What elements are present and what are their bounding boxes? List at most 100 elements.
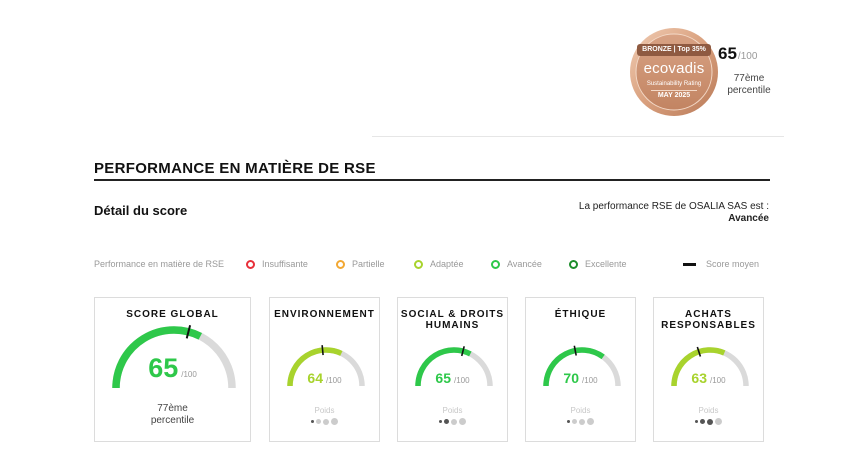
average-score-marker <box>460 346 465 357</box>
weight-indicator <box>526 418 635 425</box>
weight-label: Poids <box>314 406 335 415</box>
global-score-gauge <box>112 325 236 389</box>
legend-item-label: Excellente <box>585 259 627 269</box>
weight-dot <box>579 418 585 425</box>
gauge-value-arc <box>543 347 605 387</box>
performance-summary: La performance RSE de OSALIA SAS est : A… <box>579 201 769 225</box>
percentile-rank: 77ème <box>733 73 765 84</box>
legend-item-label: Partielle <box>352 259 385 269</box>
legend-dot-icon <box>246 259 255 269</box>
card-score: 63/100 <box>654 370 763 388</box>
card-ethique: ÉTHIQUE 70/100 Poids <box>525 297 636 442</box>
legend-item-label: Score moyen <box>706 259 760 269</box>
weight-dot <box>331 418 338 425</box>
medal-brand: ecovadis <box>643 60 705 77</box>
performance-level: Avancée <box>728 213 769 224</box>
percentile-word: percentile <box>150 415 195 426</box>
weight-dot <box>444 419 449 424</box>
achats-gauge <box>671 346 749 387</box>
legend-dot-icon <box>569 259 578 269</box>
overall-rating: 65/100 77ème percentile <box>718 44 780 97</box>
legend-item-partielle: Partielle <box>336 259 385 269</box>
legend-item-adaptee: Adaptée <box>414 259 464 269</box>
legend-item-label: Adaptée <box>430 259 464 269</box>
weight-dot <box>323 418 329 425</box>
average-dash-icon <box>683 262 696 266</box>
score-value: 63 <box>691 370 707 386</box>
weight-dot <box>567 420 570 423</box>
legend-label: Performance en matière de RSE <box>94 259 225 269</box>
performance-text: La performance RSE de OSALIA SAS est : <box>578 201 769 212</box>
average-score-marker <box>696 346 702 357</box>
score-value: 65 <box>435 370 451 386</box>
medal-subtitle: Sustainability Rating <box>646 81 702 87</box>
weight-dot <box>439 420 442 423</box>
average-score-marker <box>185 325 192 339</box>
card-achats-responsables: ACHATS RESPONSABLES 63/100 Poids <box>653 297 764 442</box>
card-title: SCORE GLOBAL <box>126 309 219 320</box>
rating-score: 65 <box>718 44 737 63</box>
score-max: /100 <box>454 376 470 385</box>
card-social-droits-humains: SOCIAL & DROITS HUMAINS 65/100 Poids <box>397 297 508 442</box>
card-score-global: SCORE GLOBAL 65/100 77ème percentile <box>94 297 251 442</box>
weight-indicator <box>398 418 507 425</box>
legend-dot-icon <box>336 259 345 269</box>
card-percentile: 77ème percentile <box>95 403 250 427</box>
score-max: /100 <box>582 376 598 385</box>
rating-max: /100 <box>737 51 758 62</box>
legend-item-insuffisante: Insuffisante <box>246 259 308 269</box>
weight-indicator <box>270 418 379 425</box>
environnement-gauge <box>287 345 365 387</box>
legend-item-label: Avancée <box>507 259 542 269</box>
medal-date: MAY 2025 <box>651 90 697 100</box>
weight-dot <box>311 420 314 423</box>
score-max: /100 <box>326 376 342 385</box>
section-title: PERFORMANCE EN MATIÈRE DE RSE <box>94 160 376 177</box>
top-divider <box>372 136 784 137</box>
weight-label: Poids <box>570 406 591 415</box>
weight-indicator <box>654 418 763 425</box>
legend-item-label: Insuffisante <box>262 259 308 269</box>
detail-title: Détail du score <box>94 203 188 218</box>
average-score-marker <box>321 345 324 356</box>
weight-dot <box>587 418 594 425</box>
weight-dot <box>700 419 705 424</box>
section-divider <box>94 179 770 181</box>
score-value: 65 <box>148 353 179 383</box>
ecovadis-bronze-medal: BRONZE | Top 35% ecovadis Sustainability… <box>629 27 719 117</box>
score-max: /100 <box>181 370 197 379</box>
legend-item-average: Score moyen <box>683 259 759 269</box>
score-value: 70 <box>563 370 579 386</box>
card-title: SOCIAL & DROITS HUMAINS <box>400 309 505 331</box>
card-score: 65/100 <box>398 370 507 388</box>
rating-percentile: 77ème percentile <box>718 73 780 97</box>
weight-dot <box>707 418 713 425</box>
social-gauge <box>415 346 493 387</box>
weight-dot <box>451 418 457 425</box>
weight-label: Poids <box>698 406 719 415</box>
average-score-marker <box>573 345 577 356</box>
ethique-gauge <box>543 345 621 387</box>
gauge-value-arc <box>287 347 343 387</box>
legend-item-avancee: Avancée <box>491 259 542 269</box>
percentile-word: percentile <box>727 85 771 96</box>
score-max: /100 <box>710 376 726 385</box>
gauge-value-arc <box>112 326 203 389</box>
card-environnement: ENVIRONNEMENT 64/100 Poids <box>269 297 380 442</box>
card-title: ENVIRONNEMENT <box>274 309 375 320</box>
card-score: 65/100 <box>95 353 250 384</box>
weight-dot <box>316 419 321 424</box>
gauge-value-arc <box>415 347 472 387</box>
score-value: 64 <box>307 370 323 386</box>
weight-dot <box>695 420 698 423</box>
card-title: ACHATS RESPONSABLES <box>661 309 756 331</box>
weight-label: Poids <box>442 406 463 415</box>
percentile-rank: 77ème <box>157 403 188 414</box>
card-score: 64/100 <box>270 370 379 388</box>
medal-top-label: BRONZE | Top 35% <box>642 46 706 53</box>
card-score: 70/100 <box>526 370 635 388</box>
legend-dot-icon <box>491 259 500 269</box>
weight-dot <box>572 419 577 424</box>
legend-dot-icon <box>414 259 423 269</box>
card-title: ÉTHIQUE <box>554 309 607 320</box>
